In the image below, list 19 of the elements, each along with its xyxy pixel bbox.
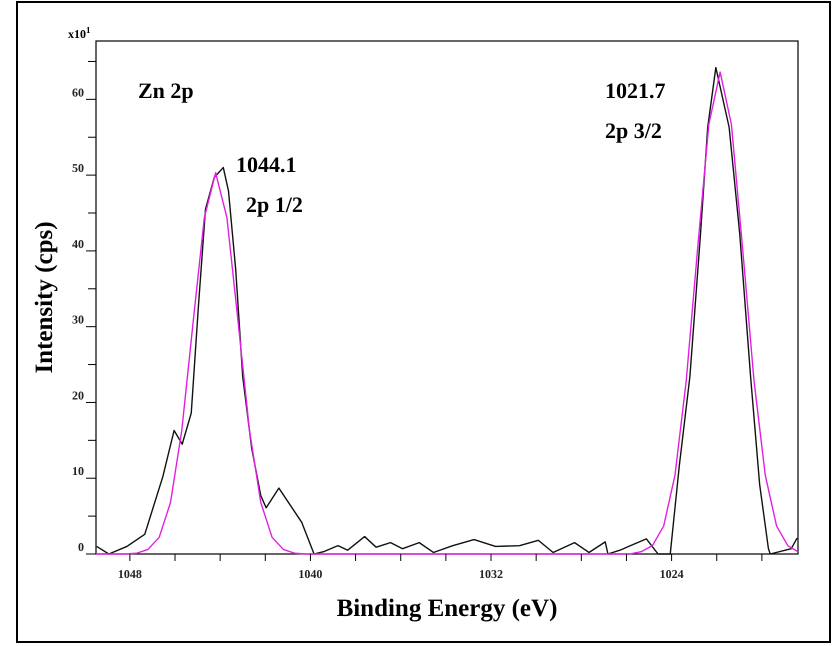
- text: x10$^{1}$: [68, 25, 91, 41]
- annotation: 1021.7: [605, 78, 666, 103]
- x-tick-label: 1048: [118, 567, 142, 581]
- x-tick-label: 1040: [298, 567, 322, 581]
- y-axis-title: Intensity (cps): [31, 221, 58, 374]
- y-tick-label: 20: [72, 388, 84, 402]
- y-tick-label: 50: [72, 161, 84, 176]
- y-tick-label: 60: [72, 85, 84, 100]
- annotation: 2p 3/2: [605, 118, 662, 143]
- x-tick-label: 1024: [660, 567, 684, 581]
- x-tick-label: 1032: [479, 567, 504, 581]
- y-tick-label: 40: [72, 236, 84, 251]
- y-tick-label: 30: [72, 312, 84, 327]
- y-tick-label: 0: [78, 540, 84, 554]
- annotation: 2p 1/2: [246, 192, 303, 217]
- x-axis-title: Binding Energy (eV): [336, 595, 558, 622]
- annotation: Zn 2p: [138, 78, 194, 103]
- annotation: 1044.1: [236, 152, 296, 177]
- y-tick-label: 10: [72, 464, 84, 478]
